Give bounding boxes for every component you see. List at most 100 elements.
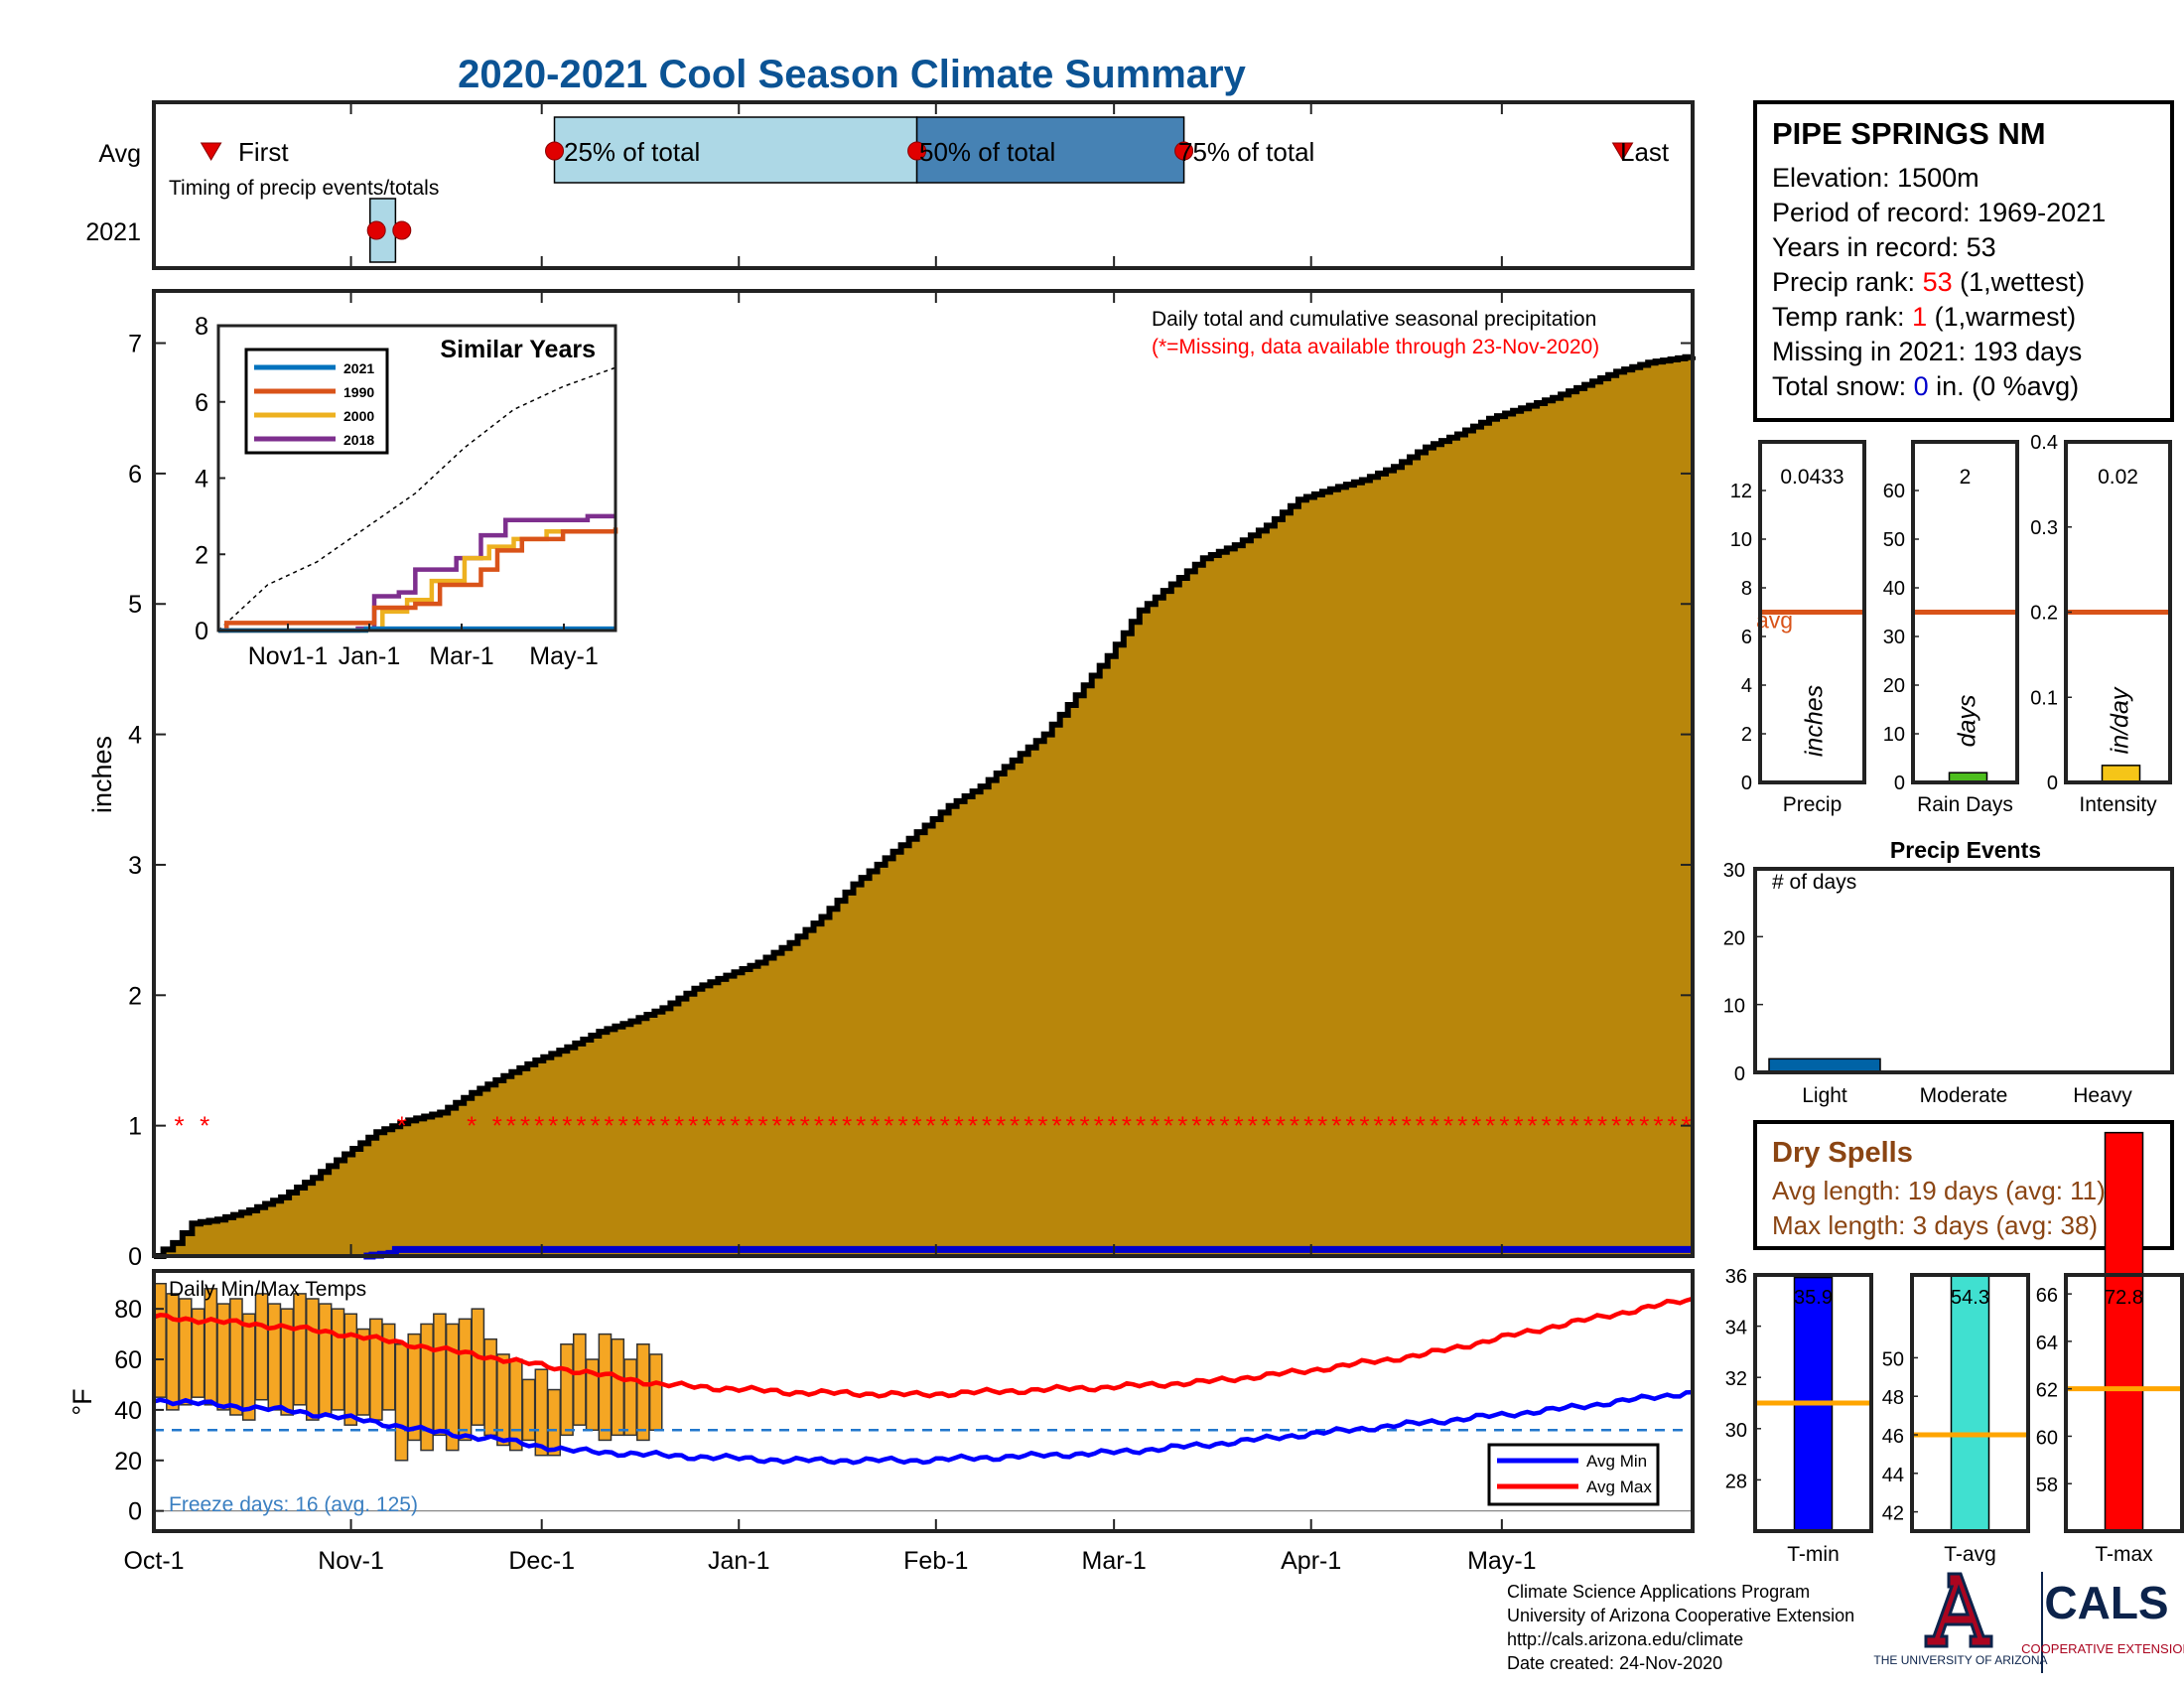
missing-run-marker-9: * [618, 1111, 628, 1141]
shared-x-axis: Oct-1 Nov-1 Dec-1 Jan-1 Feb-1 Mar-1 Apr-1 May-1 [123, 102, 1537, 1575]
legend-avg-max-label: Avg Max [1586, 1477, 1652, 1496]
timing-caption: Timing of precip events/totals [169, 177, 439, 200]
missing-run-marker-13: * [674, 1111, 684, 1141]
missing-run-marker-19: * [758, 1111, 768, 1141]
summary-ytick-label: 2 [1741, 724, 1752, 746]
missing-run-marker-37: * [1010, 1111, 1020, 1141]
summary-ytick-label: 30 [1883, 627, 1905, 648]
temp-summary-value-text: 54.3 [1951, 1287, 1989, 1309]
missing-run-marker-80: * [1611, 1111, 1621, 1141]
avg-max-line [153, 1296, 1694, 1399]
temp-summary-ytick-label: 48 [1882, 1387, 1904, 1409]
daily-temp-bar-37 [623, 1358, 637, 1437]
missing-run-marker-47: * [1150, 1111, 1160, 1141]
summary-value-text: 2 [1960, 466, 1972, 489]
inset-legend: 2021 1990 2000 2018 [244, 348, 389, 455]
daily-temp-bar-25 [471, 1308, 485, 1426]
missing-run-marker-20: * [772, 1111, 782, 1141]
temp-summary-frame [1910, 1273, 2030, 1533]
summary-ytick-label: 10 [1730, 529, 1752, 551]
missing-run-marker-22: * [800, 1111, 810, 1141]
daily-temp-bar-33 [572, 1333, 587, 1426]
temp-summary-frame [1753, 1273, 1873, 1533]
missing-run-marker-82: * [1639, 1111, 1649, 1141]
inset-ytick-label: 0 [195, 618, 208, 645]
missing-run-marker-75: * [1542, 1111, 1552, 1141]
missing-run-marker-64: * [1388, 1111, 1398, 1141]
daily-temp-bar-4 [204, 1288, 218, 1406]
temp-ytick-label: 80 [114, 1296, 142, 1324]
missing-run-marker-23: * [814, 1111, 824, 1141]
missing-run-marker-30: * [912, 1111, 922, 1141]
summary-panel-title: Intensity [2079, 793, 2157, 816]
daily-temp-bar-14 [331, 1308, 345, 1411]
dry-spells-box: Dry Spells Avg length: 19 days (avg: 11)… [1753, 1120, 2174, 1250]
summary-ytick-label: 12 [1730, 481, 1752, 502]
summary-ytick-label: 0 [1741, 773, 1752, 794]
footer-line-1: Climate Science Applications Program [1507, 1582, 1810, 1602]
cals-logo: CALS COOPERATIVE EXTENSION [2021, 1577, 2184, 1656]
main-precip-chart: * * * * * * * * * * * * * * * * * * * * * * * * * * * * * * * * * * * * * * * *… [87, 289, 1696, 1271]
timing-first-label: First [238, 137, 289, 167]
ua-logo-text: THE UNIVERSITY OF ARIZONA [1873, 1653, 2047, 1667]
missing-marker-1: * [200, 1111, 209, 1141]
x-axis-tick-label: Oct-1 [123, 1547, 184, 1575]
temperature-ylabel: °F [68, 1388, 97, 1415]
timing-year-triangle-1 [393, 225, 410, 239]
inset-frame [216, 324, 617, 633]
temp-summary-title: T-min [1787, 1543, 1840, 1566]
precip-events-ytick-label: 10 [1723, 996, 1745, 1018]
timing-avg-first-marker [200, 142, 222, 161]
main-chart-missing-note: (*=Missing, data available through 23-No… [1152, 336, 1599, 358]
precip-events-ytick-label: 20 [1723, 927, 1745, 949]
summary-unit-label: days [1954, 695, 1981, 748]
x-axis-tick-label: Nov-1 [318, 1547, 384, 1575]
missing-run-marker-39: * [1037, 1111, 1047, 1141]
daily-temp-bar-6 [229, 1298, 243, 1416]
temp-summary-ytick-label: 60 [2036, 1427, 2058, 1449]
inset-avg-line [217, 366, 616, 632]
missing-run-marker-66: * [1416, 1111, 1426, 1141]
daily-temp-bar-19 [394, 1343, 409, 1462]
station-elevation: Elevation: 1500m [1772, 163, 1979, 193]
missing-run-marker-83: * [1653, 1111, 1663, 1141]
summary-ytick-label: 0.2 [2030, 603, 2058, 625]
precip-events-marks: Light Moderate Heavy 0 10 20 30 [1723, 860, 2133, 1107]
missing-run-marker-62: * [1359, 1111, 1369, 1141]
missing-run-marker-77: * [1570, 1111, 1579, 1141]
missing-run-marker-8: * [605, 1111, 614, 1141]
missing-run-marker-68: * [1443, 1111, 1453, 1141]
missing-run-marker-49: * [1177, 1111, 1187, 1141]
missing-run-marker-44: * [1108, 1111, 1118, 1141]
timing-avg-last-marker [1611, 142, 1634, 161]
missing-run-marker-10: * [632, 1111, 642, 1141]
daily-temp-bar-30 [534, 1368, 549, 1457]
missing-run-marker-40: * [1051, 1111, 1061, 1141]
cals-logo-subtext: COOPERATIVE EXTENSION [2021, 1641, 2184, 1656]
temp-summary-ytick-label: 64 [2036, 1333, 2058, 1354]
timing-panel: Avg 2021 Timing of precip events/totals … [85, 100, 1695, 270]
summary-ytick-label: 8 [1741, 578, 1752, 600]
summary-panel-frame [1911, 440, 2019, 784]
summary-avg-label: avg [1756, 608, 1793, 633]
daily-temp-bar-11 [293, 1293, 307, 1406]
station-info-box: PIPE SPRINGS NM Elevation: 1500m Period … [1753, 100, 2174, 422]
precip-events-ytick-label: 0 [1734, 1063, 1745, 1085]
inset-legend-label-1990: 1990 [343, 384, 374, 400]
temp-summary-ytick-label: 66 [2036, 1285, 2058, 1307]
missing-run-marker-59: * [1317, 1111, 1327, 1141]
temp-summary-value-text: 35.9 [1794, 1287, 1833, 1309]
main-ytick-label: 0 [128, 1243, 142, 1271]
missing-run-marker-65: * [1402, 1111, 1412, 1141]
legend-avg-min-label: Avg Min [1586, 1452, 1647, 1471]
temp-summary-t-max: 72.8 58 60 62 64 66 T-max [2036, 1131, 2184, 1566]
missing-run-marker-17: * [730, 1111, 740, 1141]
missing-run-marker-14: * [688, 1111, 698, 1141]
summary-ytick-label: 0.4 [2030, 432, 2058, 454]
daily-temp-bar-13 [318, 1303, 333, 1416]
x-axis-tick-label: Mar-1 [1082, 1547, 1147, 1575]
temperature-frame [152, 1269, 1695, 1533]
missing-marker-3: * [467, 1111, 477, 1141]
daily-temp-bar-36 [611, 1337, 625, 1437]
